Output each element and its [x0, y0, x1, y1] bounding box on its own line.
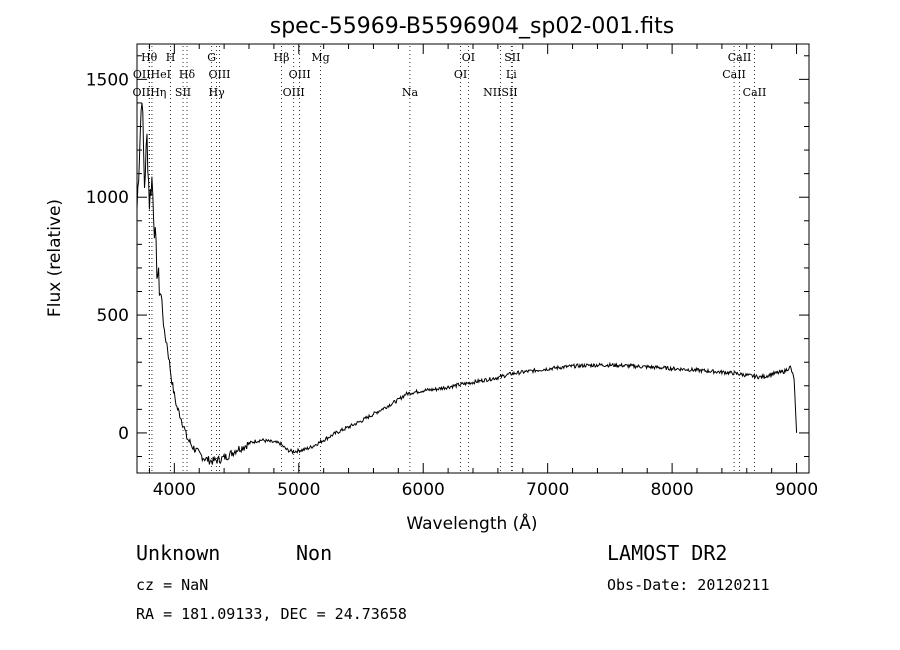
x-tick-label-4: 8000 [650, 480, 693, 500]
spectral-line-label-0: Hθ [141, 51, 158, 64]
spectral-line-label-18: NIISII [483, 86, 518, 99]
spectral-line-label-16: SII [504, 51, 520, 64]
x-axis-ticks: 4000 5000 6000 7000 8000 9000 [148, 44, 818, 500]
spectral-line-label-5: SII [175, 86, 191, 99]
spectral-line-label-6: G [207, 51, 216, 64]
plot-frame [136, 43, 810, 474]
y-tick-label-0: 0 [118, 424, 129, 444]
spectral-line-label-21: CaII [743, 86, 767, 99]
spectral-line-label-10: Mg [311, 51, 329, 64]
spectral-line-label-15: OI [454, 68, 467, 81]
spectral-line-label-9: Hβ [274, 51, 290, 64]
chart-title: spec-55969-B5596904_sp02-001.fits [270, 14, 675, 39]
y-axis-ticks: 0 500 1000 1500 [86, 55, 809, 457]
spectrum-line [136, 103, 798, 465]
spectral-line-label-19: CaII [728, 51, 752, 64]
x-tick-label-3: 7000 [526, 480, 569, 500]
x-tick-label-1: 5000 [277, 480, 320, 500]
spectral-line-label-13: Na [402, 86, 419, 99]
y-tick-label-2: 1000 [86, 188, 129, 208]
object-subclass: Non [296, 541, 332, 565]
spectral-line-label-11: OIII [289, 68, 311, 81]
x-axis-label: Wavelength (Å) [406, 512, 537, 534]
y-axis-label: Flux (relative) [45, 199, 65, 317]
spectral-line-label-14: OI [462, 51, 475, 64]
y-tick-label-3: 1500 [86, 70, 129, 90]
spectral-line-markers [148, 46, 755, 473]
spectral-line-label-17: Li [506, 68, 517, 81]
x-tick-label-2: 6000 [402, 480, 445, 500]
obs-date: Obs-Date: 20120211 [607, 576, 770, 594]
spectral-line-label-8: Hγ [209, 86, 226, 99]
x-tick-label-0: 4000 [153, 480, 196, 500]
spectral-line-label-20: CaII [722, 68, 746, 81]
spectral-line-label-1: OIIHeI [133, 68, 171, 81]
spectral-line-label-7: OIII [208, 68, 230, 81]
spectral-line-label-12: OIII [283, 86, 305, 99]
redshift-value: cz = NaN [136, 576, 208, 594]
survey-name: LAMOST DR2 [607, 541, 727, 565]
spectral-line-label-4: Hδ [179, 68, 196, 81]
object-class: Unknown [136, 541, 220, 565]
coordinates: RA = 181.09133, DEC = 24.73658 [136, 605, 407, 623]
spectral-line-label-3: H [166, 51, 176, 64]
spectral-line-label-2: OIIHη [132, 86, 166, 99]
y-tick-label-1: 500 [97, 306, 129, 326]
x-tick-label-5: 9000 [775, 480, 818, 500]
